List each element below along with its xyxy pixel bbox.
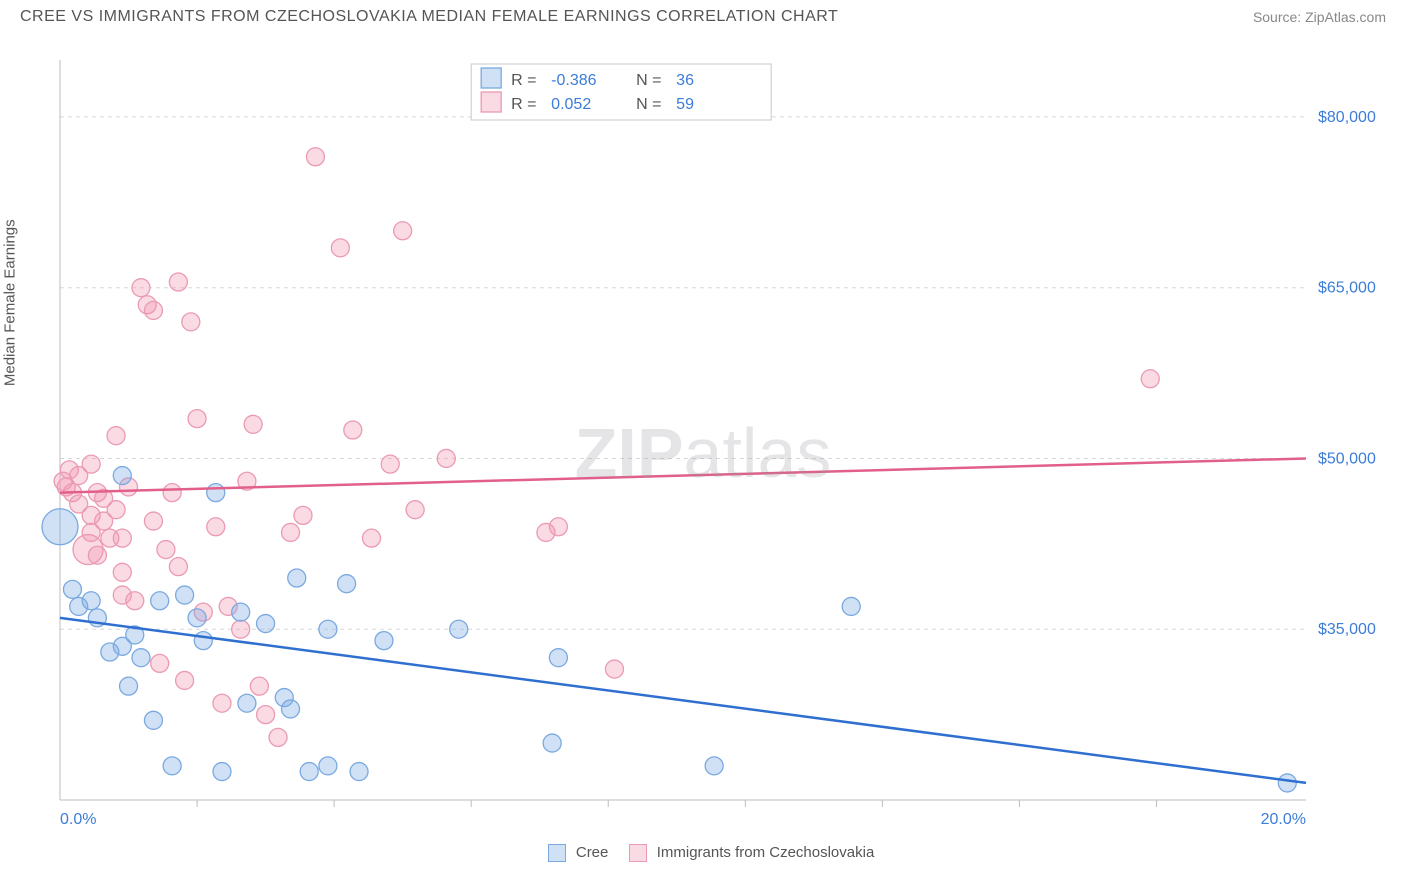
- svg-text:N =: N =: [636, 96, 661, 113]
- svg-text:R =: R =: [511, 72, 536, 89]
- svg-text:$65,000: $65,000: [1318, 280, 1376, 297]
- y-axis-label: Median Female Earnings: [2, 219, 19, 386]
- svg-text:0.0%: 0.0%: [60, 811, 96, 828]
- svg-text:0.052: 0.052: [551, 96, 591, 113]
- legend-label-czech: Immigrants from Czechoslovakia: [657, 844, 875, 861]
- source-label: Source: ZipAtlas.com: [1253, 9, 1386, 25]
- scatter-chart: $35,000 $50,000 $65,000 $80,000 0.0% 20.0% R =…: [20, 40, 1386, 840]
- svg-text:20.0%: 20.0%: [1261, 811, 1306, 828]
- legend-swatch-cree: [548, 844, 566, 862]
- legend-swatch-czech: [629, 844, 647, 862]
- svg-text:59: 59: [676, 96, 694, 113]
- svg-text:N =: N =: [636, 72, 661, 89]
- svg-text:-0.386: -0.386: [551, 72, 596, 89]
- svg-text:$80,000: $80,000: [1318, 109, 1376, 126]
- legend-label-cree: Cree: [576, 844, 609, 861]
- svg-text:$50,000: $50,000: [1318, 450, 1376, 467]
- svg-text:36: 36: [676, 72, 694, 89]
- svg-text:$35,000: $35,000: [1318, 621, 1376, 638]
- chart-title: CREE VS IMMIGRANTS FROM CZECHOSLOVAKIA M…: [20, 8, 838, 26]
- svg-text:R =: R =: [511, 96, 536, 113]
- chart-area: Median Female Earnings $35,000$50,000$65…: [20, 40, 1386, 882]
- bottom-legend: Cree Immigrants from Czechoslovakia: [20, 840, 1386, 862]
